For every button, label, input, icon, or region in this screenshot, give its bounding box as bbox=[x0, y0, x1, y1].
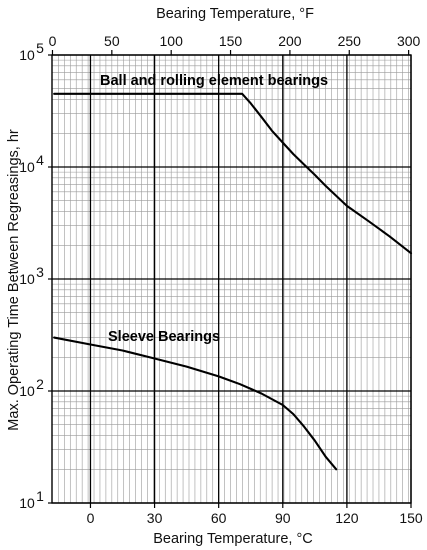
y-tick-exponent: 3 bbox=[36, 264, 44, 280]
sleeve-bearings-label: Sleeve Bearings bbox=[108, 329, 220, 345]
bottom-x-tick-label: 30 bbox=[147, 510, 163, 526]
top-x-tick-label: 50 bbox=[104, 33, 120, 49]
y-tick-exponent: 1 bbox=[36, 488, 44, 504]
top-x-tick-label: 150 bbox=[219, 33, 243, 49]
y-tick-exponent: 2 bbox=[36, 376, 44, 392]
y-tick-label: 10 bbox=[19, 271, 35, 287]
ball-bearings-label: Ball and rolling element bearings bbox=[100, 73, 328, 89]
ball-bearings-curve bbox=[53, 92, 413, 255]
y-tick-exponent: 5 bbox=[36, 40, 44, 56]
bottom-x-tick-label: 60 bbox=[211, 510, 227, 526]
bottom-x-tick-label: 90 bbox=[275, 510, 291, 526]
top-x-tick-label: 100 bbox=[160, 33, 184, 49]
sleeve-bearings-curve bbox=[53, 336, 338, 471]
y-tick-label: 10 bbox=[19, 159, 35, 175]
y-tick-label: 10 bbox=[19, 47, 35, 63]
y-tick-exponent: 4 bbox=[36, 152, 44, 168]
top-x-tick-label: 300 bbox=[397, 33, 421, 49]
top-x-tick-label: 250 bbox=[338, 33, 362, 49]
top-x-tick-label: 200 bbox=[278, 33, 302, 49]
series-lines bbox=[53, 92, 413, 471]
bottom-x-axis-title: Bearing Temperature, °C bbox=[153, 531, 312, 547]
bottom-x-tick-label: 120 bbox=[335, 510, 359, 526]
y-tick-label: 10 bbox=[19, 495, 35, 511]
top-x-tick-label: 0 bbox=[49, 33, 57, 49]
grid-lines bbox=[51, 54, 412, 504]
y-axis-title: Max. Operating Time Between Regreasings,… bbox=[6, 129, 22, 431]
top-x-axis-title: Bearing Temperature, °F bbox=[156, 6, 314, 22]
y-tick-label: 10 bbox=[19, 383, 35, 399]
bottom-x-tick-label: 0 bbox=[87, 510, 95, 526]
bottom-x-tick-label: 150 bbox=[399, 510, 423, 526]
